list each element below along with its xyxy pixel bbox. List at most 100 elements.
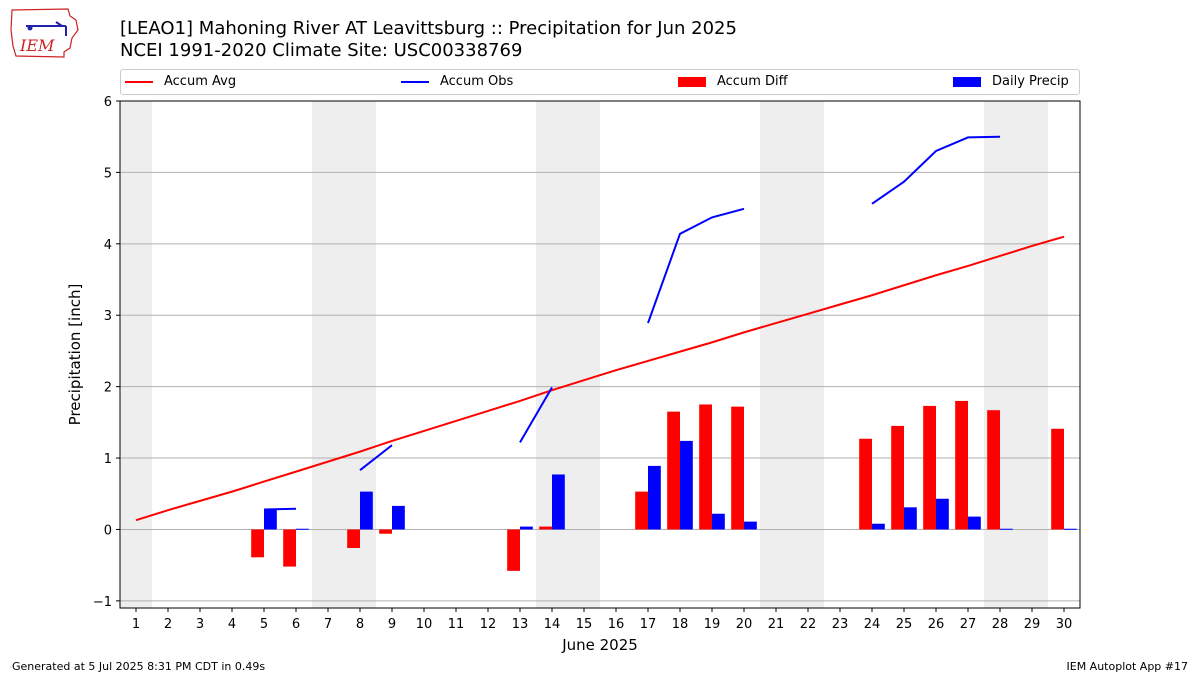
x-tick-label: 23 xyxy=(832,617,849,632)
accum-diff-bar xyxy=(859,438,872,530)
x-tick-label: 7 xyxy=(324,617,332,632)
accum-diff-bar xyxy=(987,410,1000,530)
daily-precip-bar xyxy=(968,516,981,530)
x-tick-label: 17 xyxy=(640,617,657,632)
accum-diff-bar xyxy=(955,400,968,530)
legend-line-swatch xyxy=(125,80,153,83)
x-tick-label: 8 xyxy=(356,617,364,632)
x-tick-label: 21 xyxy=(768,617,785,632)
legend-item-accum-avg: Accum Avg xyxy=(125,74,236,89)
legend-label: Accum Obs xyxy=(440,74,514,89)
accum-obs-line xyxy=(519,386,553,443)
accum-diff-bar xyxy=(699,404,712,530)
legend-label: Daily Precip xyxy=(992,74,1069,89)
weekend-band xyxy=(536,101,600,608)
x-tick-label: 28 xyxy=(992,617,1009,632)
x-axis-label: June 2025 xyxy=(561,636,638,654)
weekend-band xyxy=(312,101,376,608)
y-tick-label: −1 xyxy=(93,595,112,610)
plot-frame xyxy=(119,100,1081,609)
accum-diff-bar xyxy=(347,529,360,549)
x-tick-label: 26 xyxy=(928,617,945,632)
x-tick-label: 19 xyxy=(704,617,721,632)
y-tick-label: 2 xyxy=(104,381,112,396)
x-tick-label: 11 xyxy=(448,617,465,632)
x-tick-label: 18 xyxy=(672,617,689,632)
y-tick-label: 4 xyxy=(104,238,112,253)
y-tick-label: 0 xyxy=(104,523,112,538)
daily-precip-bar xyxy=(680,440,693,530)
legend: Accum Avg Accum Obs Accum Diff Daily Pre… xyxy=(120,69,1080,95)
legend-item-daily-precip: Daily Precip xyxy=(953,74,1069,89)
x-tick-label: 9 xyxy=(388,617,396,632)
y-axis-label: Precipitation [inch] xyxy=(66,284,84,426)
legend-bar-swatch xyxy=(678,76,706,87)
x-tick-label: 16 xyxy=(608,617,625,632)
accum-diff-bar xyxy=(635,491,648,530)
accum-obs-line xyxy=(871,135,1001,205)
x-tick-label: 6 xyxy=(292,617,300,632)
daily-precip-bar xyxy=(936,498,949,530)
app-credit: IEM Autoplot App #17 xyxy=(1066,660,1189,673)
legend-bar-swatch xyxy=(953,76,981,87)
accum-diff-bar xyxy=(283,529,296,567)
accum-diff-bar xyxy=(923,405,936,530)
x-tick-label: 10 xyxy=(416,617,433,632)
accum-avg-line xyxy=(135,235,1065,522)
weekend-band xyxy=(120,101,152,608)
daily-precip-bar xyxy=(1064,528,1077,530)
daily-precip-bar xyxy=(264,509,277,530)
accum-diff-bar xyxy=(507,529,520,571)
y-tick-label: 6 xyxy=(104,95,112,110)
x-tick-label: 22 xyxy=(800,617,817,632)
accum-obs-line xyxy=(359,444,393,471)
accum-diff-bar xyxy=(667,411,680,530)
daily-precip-bar xyxy=(744,521,757,530)
daily-precip-bar xyxy=(712,513,725,530)
y-tick-label: 3 xyxy=(104,309,112,324)
accum-diff-bar xyxy=(251,529,264,558)
daily-precip-bar xyxy=(296,528,309,530)
daily-precip-bar xyxy=(904,507,917,530)
accum-diff-bar xyxy=(891,425,904,530)
x-tick-label: 27 xyxy=(960,617,977,632)
x-tick-label: 14 xyxy=(544,617,561,632)
x-tick-label: 2 xyxy=(164,617,172,632)
generated-note: Generated at 5 Jul 2025 8:31 PM CDT in 0… xyxy=(12,660,266,673)
x-tick-label: 29 xyxy=(1024,617,1041,632)
x-tick-label: 12 xyxy=(480,617,497,632)
accum-diff-bar xyxy=(539,526,552,530)
legend-item-accum-diff: Accum Diff xyxy=(678,74,788,89)
y-tick-label: 1 xyxy=(104,452,112,467)
x-tick-label: 20 xyxy=(736,617,753,632)
accum-obs-line xyxy=(263,507,297,511)
accum-diff-bar xyxy=(1051,428,1064,530)
x-tick-label: 1 xyxy=(132,617,140,632)
accum-diff-bar xyxy=(731,406,744,530)
daily-precip-bar xyxy=(1000,528,1013,530)
accum-diff-bar xyxy=(379,529,392,534)
daily-precip-bar xyxy=(648,465,661,530)
daily-precip-bar xyxy=(392,505,405,530)
legend-label: Accum Avg xyxy=(164,74,237,89)
legend-item-accum-obs: Accum Obs xyxy=(401,74,513,89)
x-tick-label: 4 xyxy=(228,617,236,632)
y-tick-label: 5 xyxy=(104,166,112,181)
legend-label: Accum Diff xyxy=(717,74,788,89)
x-tick-label: 13 xyxy=(512,617,529,632)
chart-subtitle: NCEI 1991-2020 Climate Site: USC00338769 xyxy=(120,40,523,61)
daily-precip-bar xyxy=(872,523,885,530)
legend-line-swatch xyxy=(401,80,429,83)
x-tick-label: 24 xyxy=(864,617,881,632)
weekend-band xyxy=(760,101,824,608)
daily-precip-bar xyxy=(552,474,565,530)
chart-title: [LEAO1] Mahoning River AT Leavittsburg :… xyxy=(120,18,737,39)
x-tick-label: 30 xyxy=(1056,617,1073,632)
logo-text: IEM xyxy=(19,36,55,55)
x-tick-label: 3 xyxy=(196,617,204,632)
x-tick-label: 5 xyxy=(260,617,268,632)
daily-precip-bar xyxy=(520,526,533,530)
weekend-band xyxy=(984,101,1048,608)
accum-obs-line xyxy=(647,207,745,324)
